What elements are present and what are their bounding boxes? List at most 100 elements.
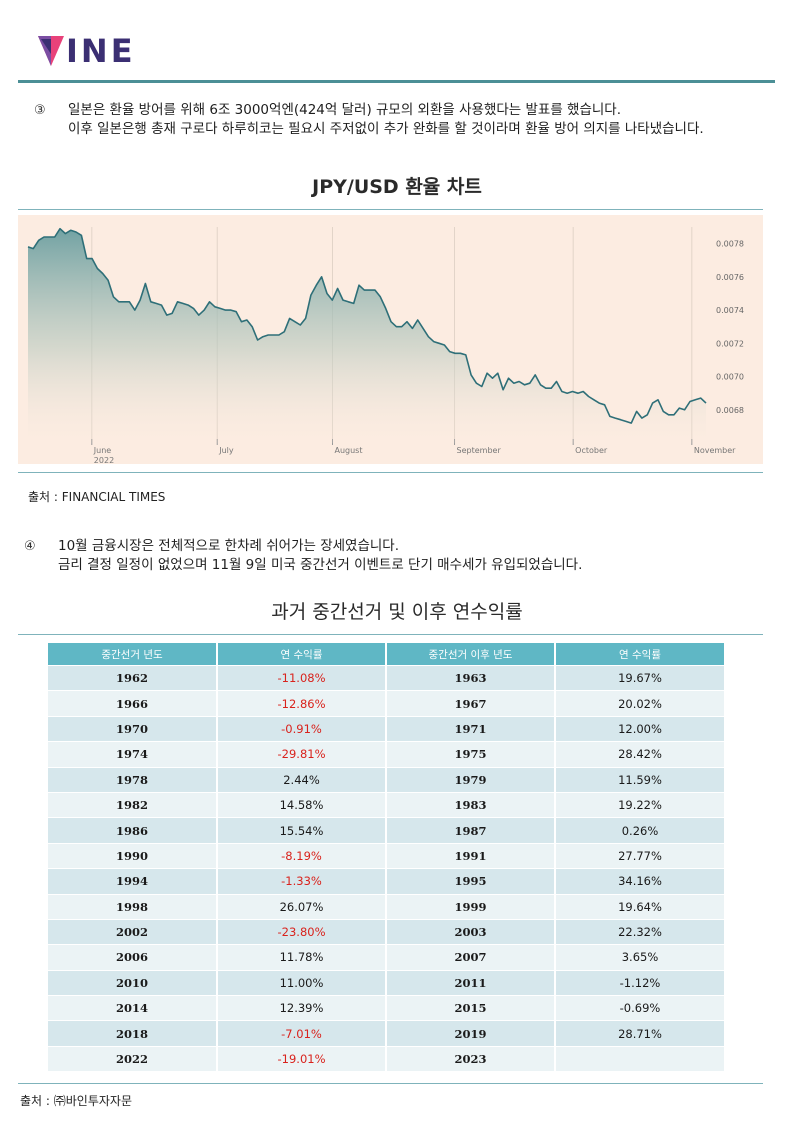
return-cell: -1.12%: [555, 969, 724, 996]
return-cell: -19.01%: [217, 1045, 387, 1072]
return-cell: 3.65%: [555, 944, 724, 971]
return-cell: -8.19%: [217, 842, 387, 869]
table-row: 2002 -23.80% 2003 22.32%: [48, 918, 724, 945]
year-cell: 1986: [48, 817, 218, 844]
y-tick-label: 0.0078: [716, 240, 744, 249]
year-cell: 1971: [386, 715, 556, 742]
return-cell: 12.39%: [217, 995, 387, 1021]
return-cell: 11.78%: [217, 944, 387, 971]
return-cell: 26.07%: [217, 893, 387, 920]
year-cell: 2022: [48, 1045, 218, 1072]
return-cell: -7.01%: [217, 1020, 387, 1047]
x-tick-label: July: [218, 446, 234, 455]
year-cell: 1974: [48, 741, 218, 768]
table-title-rule: [18, 634, 763, 635]
return-cell: 2.44%: [217, 766, 387, 793]
year-cell: 2023: [386, 1045, 556, 1072]
table-row: 2010 11.00% 2011 -1.12%: [48, 969, 724, 996]
year-cell: 1999: [386, 893, 556, 920]
table-row: 1978 2.44% 1979 11.59%: [48, 766, 724, 793]
return-cell: 20.02%: [555, 690, 724, 717]
section-4-number: ④: [24, 539, 36, 554]
chart-title-rule: [18, 209, 763, 210]
year-cell: 2002: [48, 918, 218, 945]
section-3-line-1: 일본은 환율 방어를 위해 6조 3000억엔(424억 달러) 규모의 외환을…: [68, 102, 622, 118]
section-3-number: ③: [34, 103, 46, 118]
return-cell: 19.22%: [555, 791, 724, 818]
header-divider: [18, 80, 775, 83]
table-row: 2014 12.39% 2015 -0.69%: [48, 995, 724, 1021]
year-cell: 1970: [48, 715, 218, 742]
midterm-returns-table: 중간선거 년도 연 수익률 중간선거 이후 년도 연 수익률 1962 -11.0…: [48, 643, 724, 1072]
table-row: 1998 26.07% 1999 19.64%: [48, 893, 724, 920]
table-row: 1986 15.54% 1987 0.26%: [48, 817, 724, 844]
year-cell: 1962: [48, 664, 218, 691]
return-cell: -12.86%: [217, 690, 387, 717]
return-cell: 28.42%: [555, 741, 724, 768]
year-cell: 2010: [48, 969, 218, 996]
return-cell: -23.80%: [217, 918, 387, 945]
year-cell: 1967: [386, 690, 556, 717]
table-bottom-rule: [18, 1083, 763, 1084]
year-cell: 1998: [48, 893, 218, 920]
return-cell: 28.71%: [555, 1020, 724, 1047]
year-cell: 1982: [48, 791, 218, 818]
return-cell: -29.81%: [217, 741, 387, 768]
return-cell: 0.26%: [555, 817, 724, 844]
section-3-paragraph: ③ 일본은 환율 방어를 위해 6조 3000억엔(424억 달러) 규모의 외…: [34, 101, 774, 141]
header-post-midterm-year: 중간선거 이후 년도: [386, 643, 556, 666]
year-cell: 1994: [48, 868, 218, 895]
return-cell: -0.91%: [217, 715, 387, 742]
table-title: 과거 중간선거 및 이후 연수익률: [271, 601, 523, 623]
table-header-row: 중간선거 년도 연 수익률 중간선거 이후 년도 연 수익률: [48, 643, 724, 666]
x-tick-label: June: [93, 446, 112, 455]
return-cell: 34.16%: [555, 868, 724, 895]
x-tick-label: November: [694, 446, 736, 455]
x-tick-sublabel: 2022: [94, 456, 114, 464]
year-cell: 2006: [48, 944, 218, 971]
return-cell: -0.69%: [555, 995, 724, 1021]
return-cell: -1.33%: [217, 868, 387, 895]
table-row: 1994 -1.33% 1995 34.16%: [48, 868, 724, 895]
return-cell: [555, 1045, 724, 1072]
return-cell: 22.32%: [555, 918, 724, 945]
year-cell: 2015: [386, 995, 556, 1021]
year-cell: 1995: [386, 868, 556, 895]
year-cell: 1987: [386, 817, 556, 844]
chart-title: JPY/USD 환율 차트: [312, 176, 482, 198]
header-return: 연 수익률: [217, 643, 387, 666]
x-tick-label: September: [457, 446, 502, 455]
table-row: 2006 11.78% 2007 3.65%: [48, 944, 724, 971]
section-4-line-2: 금리 결정 일정이 없었으며 11월 9일 미국 중간선거 이벤트로 단기 매수…: [58, 557, 583, 573]
year-cell: 2018: [48, 1020, 218, 1047]
price-area: [28, 228, 706, 443]
year-cell: 2011: [386, 969, 556, 996]
year-cell: 1963: [386, 664, 556, 691]
year-cell: 1978: [48, 766, 218, 793]
return-cell: 19.67%: [555, 664, 724, 691]
price-line: [27, 227, 707, 424]
header-midterm-year: 중간선거 년도: [48, 643, 218, 666]
chart-source: 출처 : FINANCIAL TIMES: [28, 490, 166, 504]
year-cell: 1966: [48, 690, 218, 717]
year-cell: 2007: [386, 944, 556, 971]
return-cell: 11.00%: [217, 969, 387, 996]
section-4-paragraph: ④ 10월 금융시장은 전체적으로 한차례 쉬어가는 장세였습니다. 금리 결정…: [24, 537, 764, 577]
table-source: 출처 : ㈜바인투자자문: [20, 1094, 132, 1108]
year-cell: 1991: [386, 842, 556, 869]
table-row: 2022 -19.01% 2023: [48, 1045, 724, 1072]
table-row: 1990 -8.19% 1991 27.77%: [48, 842, 724, 869]
return-cell: 27.77%: [555, 842, 724, 869]
section-3-line-2: 이후 일본은행 총재 구로다 하루히코는 필요시 주저없이 추가 완화를 할 것…: [68, 121, 704, 137]
year-cell: 2003: [386, 918, 556, 945]
y-tick-label: 0.0072: [716, 339, 744, 348]
return-cell: -11.08%: [217, 664, 387, 691]
table-row: 2018 -7.01% 2019 28.71%: [48, 1020, 724, 1047]
vine-v-mark-icon: [38, 36, 64, 66]
table-row: 1970 -0.91% 1971 12.00%: [48, 715, 724, 742]
y-tick-label: 0.0068: [716, 406, 744, 415]
table-row: 1982 14.58% 1983 19.22%: [48, 791, 724, 818]
x-tick-label: October: [575, 446, 608, 455]
x-tick-label: August: [334, 446, 362, 455]
